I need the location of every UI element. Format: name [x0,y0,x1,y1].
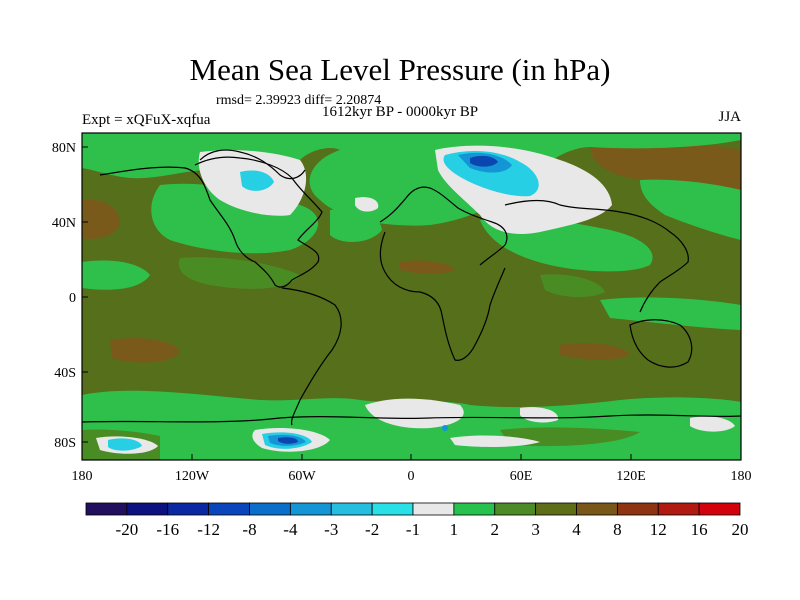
lat-tick-label: 0 [69,291,76,306]
colorbar-label: 1 [450,520,459,539]
colorbar-label: 3 [531,520,540,539]
colorbar-swatch [289,502,332,516]
season-label: JJA [718,109,741,125]
lat-tick-label: 80S [54,436,76,451]
lon-tick-label: 120E [616,469,646,484]
colorbar-swatch [167,502,210,516]
colorbar-swatch [371,502,414,516]
colorbar-swatch [330,502,373,516]
colorbar-label: 16 [691,520,708,539]
colorbar-label: -1 [406,520,420,539]
colorbar-label: 20 [732,520,749,539]
colorbar-label: 2 [491,520,500,539]
colorbar-label: 8 [613,520,622,539]
colorbar: -20 -16 -12 -8 -4 -3 -2 -1 1 2 3 4 8 12 16 20 [85,502,749,539]
colorbar-swatch [698,502,741,516]
colorbar-swatch [535,502,577,516]
experiment-label: Expt = xQFuX-xqfua [82,112,211,128]
colorbar-swatch [126,502,169,516]
lon-tick-label: 120W [175,469,210,484]
lon-tick-label: 0 [408,469,415,484]
period-label: 1612kyr BP - 0000kyr BP [321,104,479,120]
lat-tick-label: 40N [52,216,76,231]
colorbar-swatch [249,502,291,516]
lon-tick-label: 60W [288,469,316,484]
lon-tick-label: 180 [72,469,93,484]
pressure-field [82,133,741,460]
colorbar-swatch [85,502,128,516]
colorbar-label: -3 [324,520,338,539]
lat-tick-label: 40S [54,366,76,381]
colorbar-swatch [616,502,659,516]
colorbar-label: -8 [242,520,256,539]
coastlines [82,149,741,426]
blue-regions [278,155,498,444]
colorbar-label: -12 [197,520,220,539]
lat-tick-label: 80N [52,141,76,156]
colorbar-swatch [453,502,496,516]
latitude-axis: 80N 40N 0 40S 80S [52,141,88,451]
colorbar-swatch [657,502,700,516]
colorbar-label: 4 [572,520,581,539]
colorbar-label: -16 [156,520,179,539]
colorbar-label: 12 [650,520,667,539]
colorbar-label: -4 [283,520,298,539]
colorbar-swatch [412,502,455,516]
colorbar-swatch [576,502,618,516]
colorbar-swatch [208,502,250,516]
longitude-axis: 180 120W 60W 0 60E 120E 180 [72,454,752,484]
lon-tick-label: 60E [510,469,533,484]
statistics-label: rmsd= 2.39923 diff= 2.20874 [216,93,382,108]
lon-tick-label: 180 [731,469,752,484]
colorbar-label: -20 [116,520,139,539]
map-title: Mean Sea Level Pressure (in hPa) [189,52,611,87]
colorbar-label: -2 [365,520,379,539]
colorbar-swatch [494,502,537,516]
